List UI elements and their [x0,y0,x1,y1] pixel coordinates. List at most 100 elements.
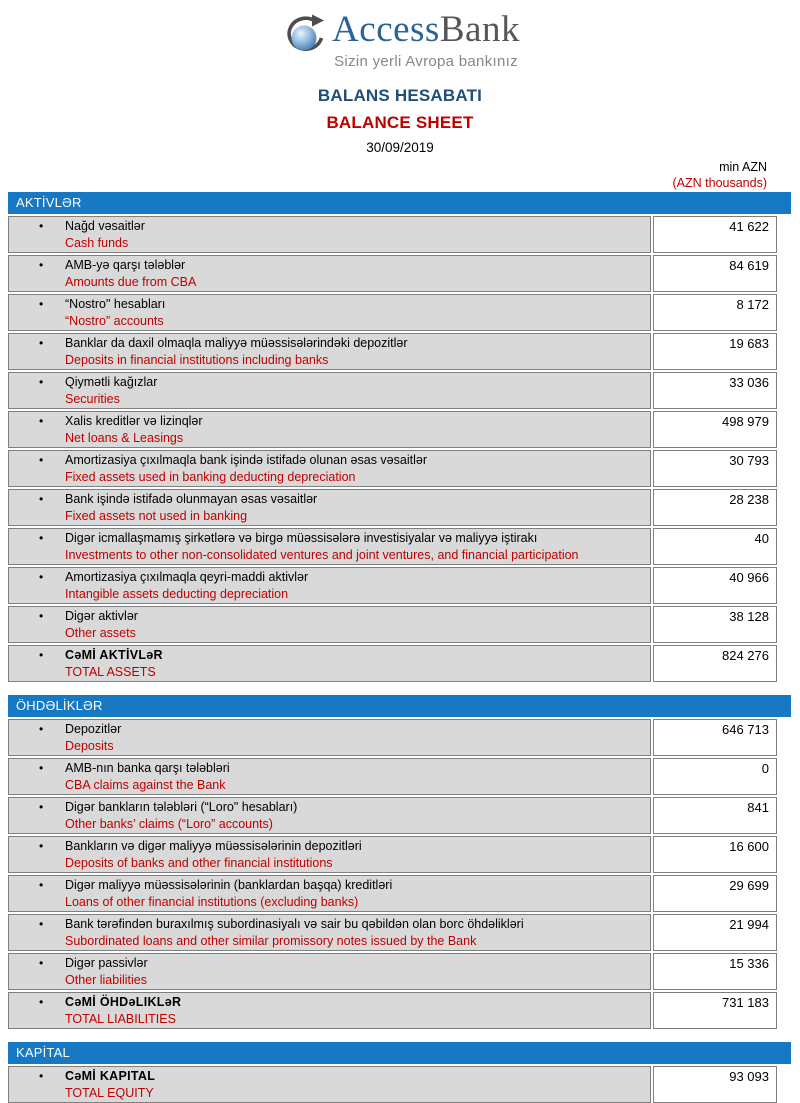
row-label-cell: • CəMİ ÖHDəLIKLəR TOTAL LIABILITIES [8,992,651,1029]
brand-bank: Bank [439,9,520,50]
table-row: • Amortizasiya çıxılmaqla qeyri-maddi akt… [8,567,777,604]
row-label-cell: • Bank tərəfindən buraxılmış subordinasiy… [8,914,651,951]
label-english: Intangible assets deducting depreciation [65,586,289,601]
row-value: 28 238 [653,489,777,526]
row-label-cell: • Depozitlər Deposits [8,719,651,756]
unit-label-en: (AZN thousands) [672,176,767,190]
bullet-icon: • [39,878,44,892]
row-labels: AMB-nın banka qarşı tələbləri CBA claims … [65,759,646,793]
bullet-icon: • [39,414,44,428]
bullet-icon: • [39,917,44,931]
row-labels: CəMİ AKTİVLəR TOTAL ASSETS [65,646,646,680]
row-value: 731 183 [653,992,777,1029]
row-labels: CəMİ ÖHDəLIKLəR TOTAL LIABILITIES [65,993,646,1027]
section-header: KAPİTAL [8,1042,791,1064]
table-row: • Bank işində istifadə olunmayan əsas vəs… [8,489,777,526]
bullet-icon: • [39,839,44,853]
row-label-cell: • Digər maliyyə müəssisələrinin (banklard… [8,875,651,912]
label-azerbaijani: Digər passivlər [65,956,148,970]
label-azerbaijani: Banklar da daxil olmaqla maliyyə müəssis… [65,336,408,350]
row-value: 8 172 [653,294,777,331]
row-label-cell: • Banklar da daxil olmaqla maliyyə müəssi… [8,333,651,370]
label-azerbaijani: Qiymətli kağızlar [65,375,158,389]
label-english: Amounts due from CBA [65,274,197,289]
bullet-icon: • [39,297,44,311]
row-labels: Depozitlər Deposits [65,720,646,754]
row-value: 824 276 [653,645,777,682]
table-row: • CəMİ KAPITAL TOTAL EQUITY 93 093 [8,1066,777,1103]
row-label-cell: • Qiymətli kağızlar Securities [8,372,651,409]
row-value: 93 093 [653,1066,777,1103]
row-labels: Bankların və digər maliyyə müəssisələrin… [65,837,646,871]
row-label-cell: • AMB-yə qarşı tələblər Amounts due from C… [8,255,651,292]
table-row: • Banklar da daxil olmaqla maliyyə müəssi… [8,333,777,370]
row-value: 40 966 [653,567,777,604]
bullet-icon: • [39,995,44,1009]
label-azerbaijani: CəMİ KAPITAL [65,1069,156,1083]
row-value: 30 793 [653,450,777,487]
bullet-icon: • [39,722,44,736]
table-row: • Xalis kreditlər və lizinqlər Net loans &… [8,411,777,448]
balance-section: AKTİVLƏR • Nağd vəsaitlər Cash funds 41 622 •… [8,192,791,682]
row-label-cell: • Digər bankların tələbləri (“Loro" hesab… [8,797,651,834]
unit-label-az: min AZN [719,160,767,174]
label-english: Fixed assets used in banking deducting d… [65,469,356,484]
bullet-icon: • [39,375,44,389]
label-english: Loans of other financial institutions (e… [65,894,359,909]
table-row: • AMB-yə qarşı tələblər Amounts due from C… [8,255,777,292]
label-azerbaijani: Depozitlər [65,722,122,736]
row-value: 19 683 [653,333,777,370]
label-english: Other banks’ claims (“Loro” accounts) [65,816,273,831]
row-value: 646 713 [653,719,777,756]
table-row: • Amortizasiya çıxılmaqla bank işində ist… [8,450,777,487]
row-labels: Digər passivlər Other liabilities [65,954,646,988]
label-english: Deposits of banks and other financial in… [65,855,333,870]
table-row: • Digər aktivlər Other assets 38 128 [8,606,777,643]
label-english: Other assets [65,625,136,640]
bullet-icon: • [39,570,44,584]
row-labels: Xalis kreditlər və lizinqlər Net loans & … [65,412,646,446]
row-label-cell: • Bank işində istifadə olunmayan əsas vəs… [8,489,651,526]
row-labels: AMB-yə qarşı tələblər Amounts due from CB… [65,256,646,290]
label-azerbaijani: CəMİ ÖHDəLIKLəR [65,995,182,1009]
globe-icon [287,14,325,52]
row-label-cell: • “Nostro" hesabları “Nostro” accounts [8,294,651,331]
table-row: • Bank tərəfindən buraxılmış subordinasiy… [8,914,777,951]
row-value: 841 [653,797,777,834]
row-value: 0 [653,758,777,795]
balance-section: ÖHDƏLİKLƏR • Depozitlər Deposits 646 713 • AMB… [8,695,791,1029]
table-row: • Depozitlər Deposits 646 713 [8,719,777,756]
label-english: TOTAL EQUITY [65,1085,154,1100]
row-label-cell: • Digər passivlər Other liabilities [8,953,651,990]
row-value: 38 128 [653,606,777,643]
brand-name: AccessBank [332,8,520,52]
section-header: ÖHDƏLİKLƏR [8,695,791,717]
unit-labels: min AZN (AZN thousands) [0,159,800,191]
row-value: 15 336 [653,953,777,990]
label-azerbaijani: AMB-yə qarşı tələblər [65,258,186,272]
section-header: AKTİVLƏR [8,192,791,214]
label-english: TOTAL LIABILITIES [65,1011,176,1026]
table-row: • AMB-nın banka qarşı tələbləri CBA claims… [8,758,777,795]
balance-section: KAPİTAL • CəMİ KAPITAL TOTAL EQUITY 93 093 [8,1042,791,1103]
brand-access: Access [332,9,440,50]
label-english: TOTAL ASSETS [65,664,156,679]
table-row: • Bankların və digər maliyyə müəssisələri… [8,836,777,873]
label-english: Fixed assets not used in banking [65,508,248,523]
row-labels: Digər icmallaşmamış şirkətlərə və birgə … [65,529,646,563]
balance-sections: AKTİVLƏR • Nağd vəsaitlər Cash funds 41 622 •… [0,192,800,1103]
row-labels: CəMİ KAPITAL TOTAL EQUITY [65,1067,646,1101]
row-labels: Banklar da daxil olmaqla maliyyə müəssis… [65,334,646,368]
row-labels: Digər maliyyə müəssisələrinin (banklarda… [65,876,646,910]
bullet-icon: • [39,800,44,814]
report-date: 30/09/2019 [366,140,434,155]
label-azerbaijani: Amortizasiya çıxılmaqla bank işində isti… [65,453,427,467]
label-english: Cash funds [65,235,129,250]
row-label-cell: • Bankların və digər maliyyə müəssisələri… [8,836,651,873]
row-labels: “Nostro" hesabları “Nostro” accounts [65,295,646,329]
row-labels: Bank işində istifadə olunmayan əsas vəsa… [65,490,646,524]
table-row: • Nağd vəsaitlər Cash funds 41 622 [8,216,777,253]
label-english: Securities [65,391,120,406]
row-labels: Digər bankların tələbləri (“Loro" hesabl… [65,798,646,832]
table-row: • Digər maliyyə müəssisələrinin (banklard… [8,875,777,912]
